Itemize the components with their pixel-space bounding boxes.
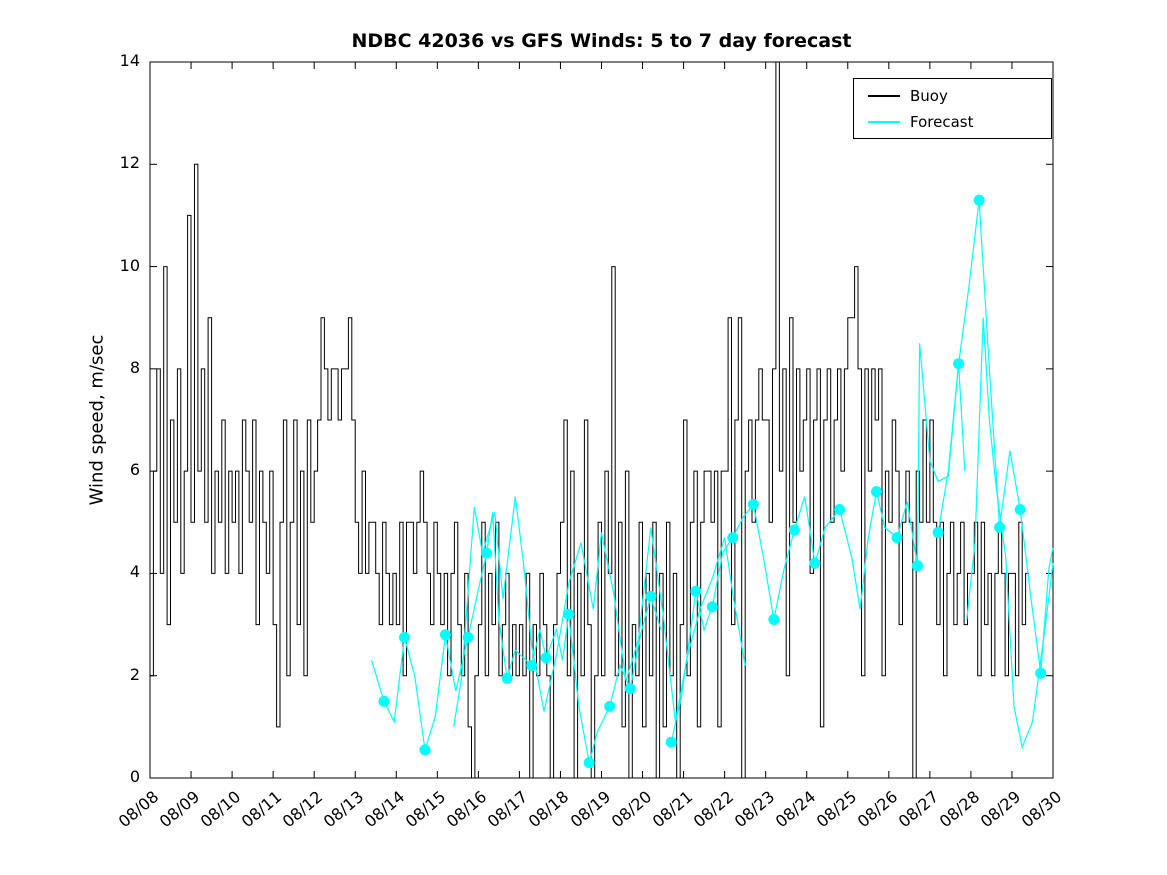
forecast-marker: [665, 736, 677, 748]
forecast-series-line: [453, 496, 746, 727]
forecast-marker: [768, 614, 780, 625]
forecast-marker: [891, 532, 903, 544]
forecast-marker: [645, 590, 657, 602]
forecast-marker: [973, 194, 985, 206]
forecast-marker: [706, 601, 718, 613]
legend-entry-forecast: Forecast: [854, 113, 1051, 131]
legend-label-buoy: Buoy: [910, 86, 948, 105]
forecast-marker: [912, 560, 923, 572]
forecast-marker: [727, 532, 739, 544]
forecast-marker: [526, 660, 538, 671]
forecast-marker: [419, 744, 431, 756]
y-tick-label: 6: [129, 460, 140, 480]
legend-label-forecast: Forecast: [910, 112, 974, 131]
forecast-marker: [563, 608, 575, 620]
forecast-marker: [690, 585, 702, 597]
buoy-line-swatch: [868, 94, 900, 97]
forecast-marker: [871, 486, 882, 498]
y-tick-label: 0: [129, 767, 140, 786]
forecast-marker: [501, 672, 513, 684]
forecast-marker: [399, 631, 410, 643]
y-tick-label: 12: [119, 153, 140, 173]
forecast-marker: [540, 652, 552, 664]
forecast-line-swatch: [868, 120, 900, 123]
y-tick-label: 10: [119, 255, 140, 275]
forecast-series-line: [670, 343, 966, 743]
forecast-marker: [1014, 504, 1026, 515]
legend-entry-buoy: Buoy: [854, 87, 1051, 105]
y-tick-label: 14: [119, 51, 140, 70]
buoy-series-line: [150, 61, 1030, 779]
forecast-marker: [462, 631, 474, 643]
forecast-marker: [834, 504, 846, 515]
y-tick-label: 8: [129, 357, 140, 377]
forecast-marker: [604, 700, 616, 712]
forecast-marker: [809, 557, 821, 569]
forecast-series-line: [937, 200, 1054, 674]
forecast-marker: [994, 521, 1006, 533]
y-tick-label: 4: [129, 562, 140, 582]
forecast-marker: [481, 547, 493, 559]
forecast-marker: [788, 524, 800, 536]
forecast-marker: [583, 757, 595, 769]
chart-title: NDBC 42036 vs GFS Winds: 5 to 7 day fore…: [351, 30, 852, 52]
forecast-marker: [1035, 667, 1047, 679]
forecast-marker: [624, 683, 636, 694]
forecast-series-line: [966, 317, 1054, 750]
y-tick-label: 2: [129, 664, 140, 684]
forecast-marker: [932, 527, 944, 538]
forecast-marker: [747, 498, 759, 510]
forecast-marker: [440, 629, 451, 641]
legend: Buoy Forecast: [853, 78, 1052, 139]
forecast-marker: [953, 358, 965, 370]
forecast-marker: [378, 695, 390, 707]
